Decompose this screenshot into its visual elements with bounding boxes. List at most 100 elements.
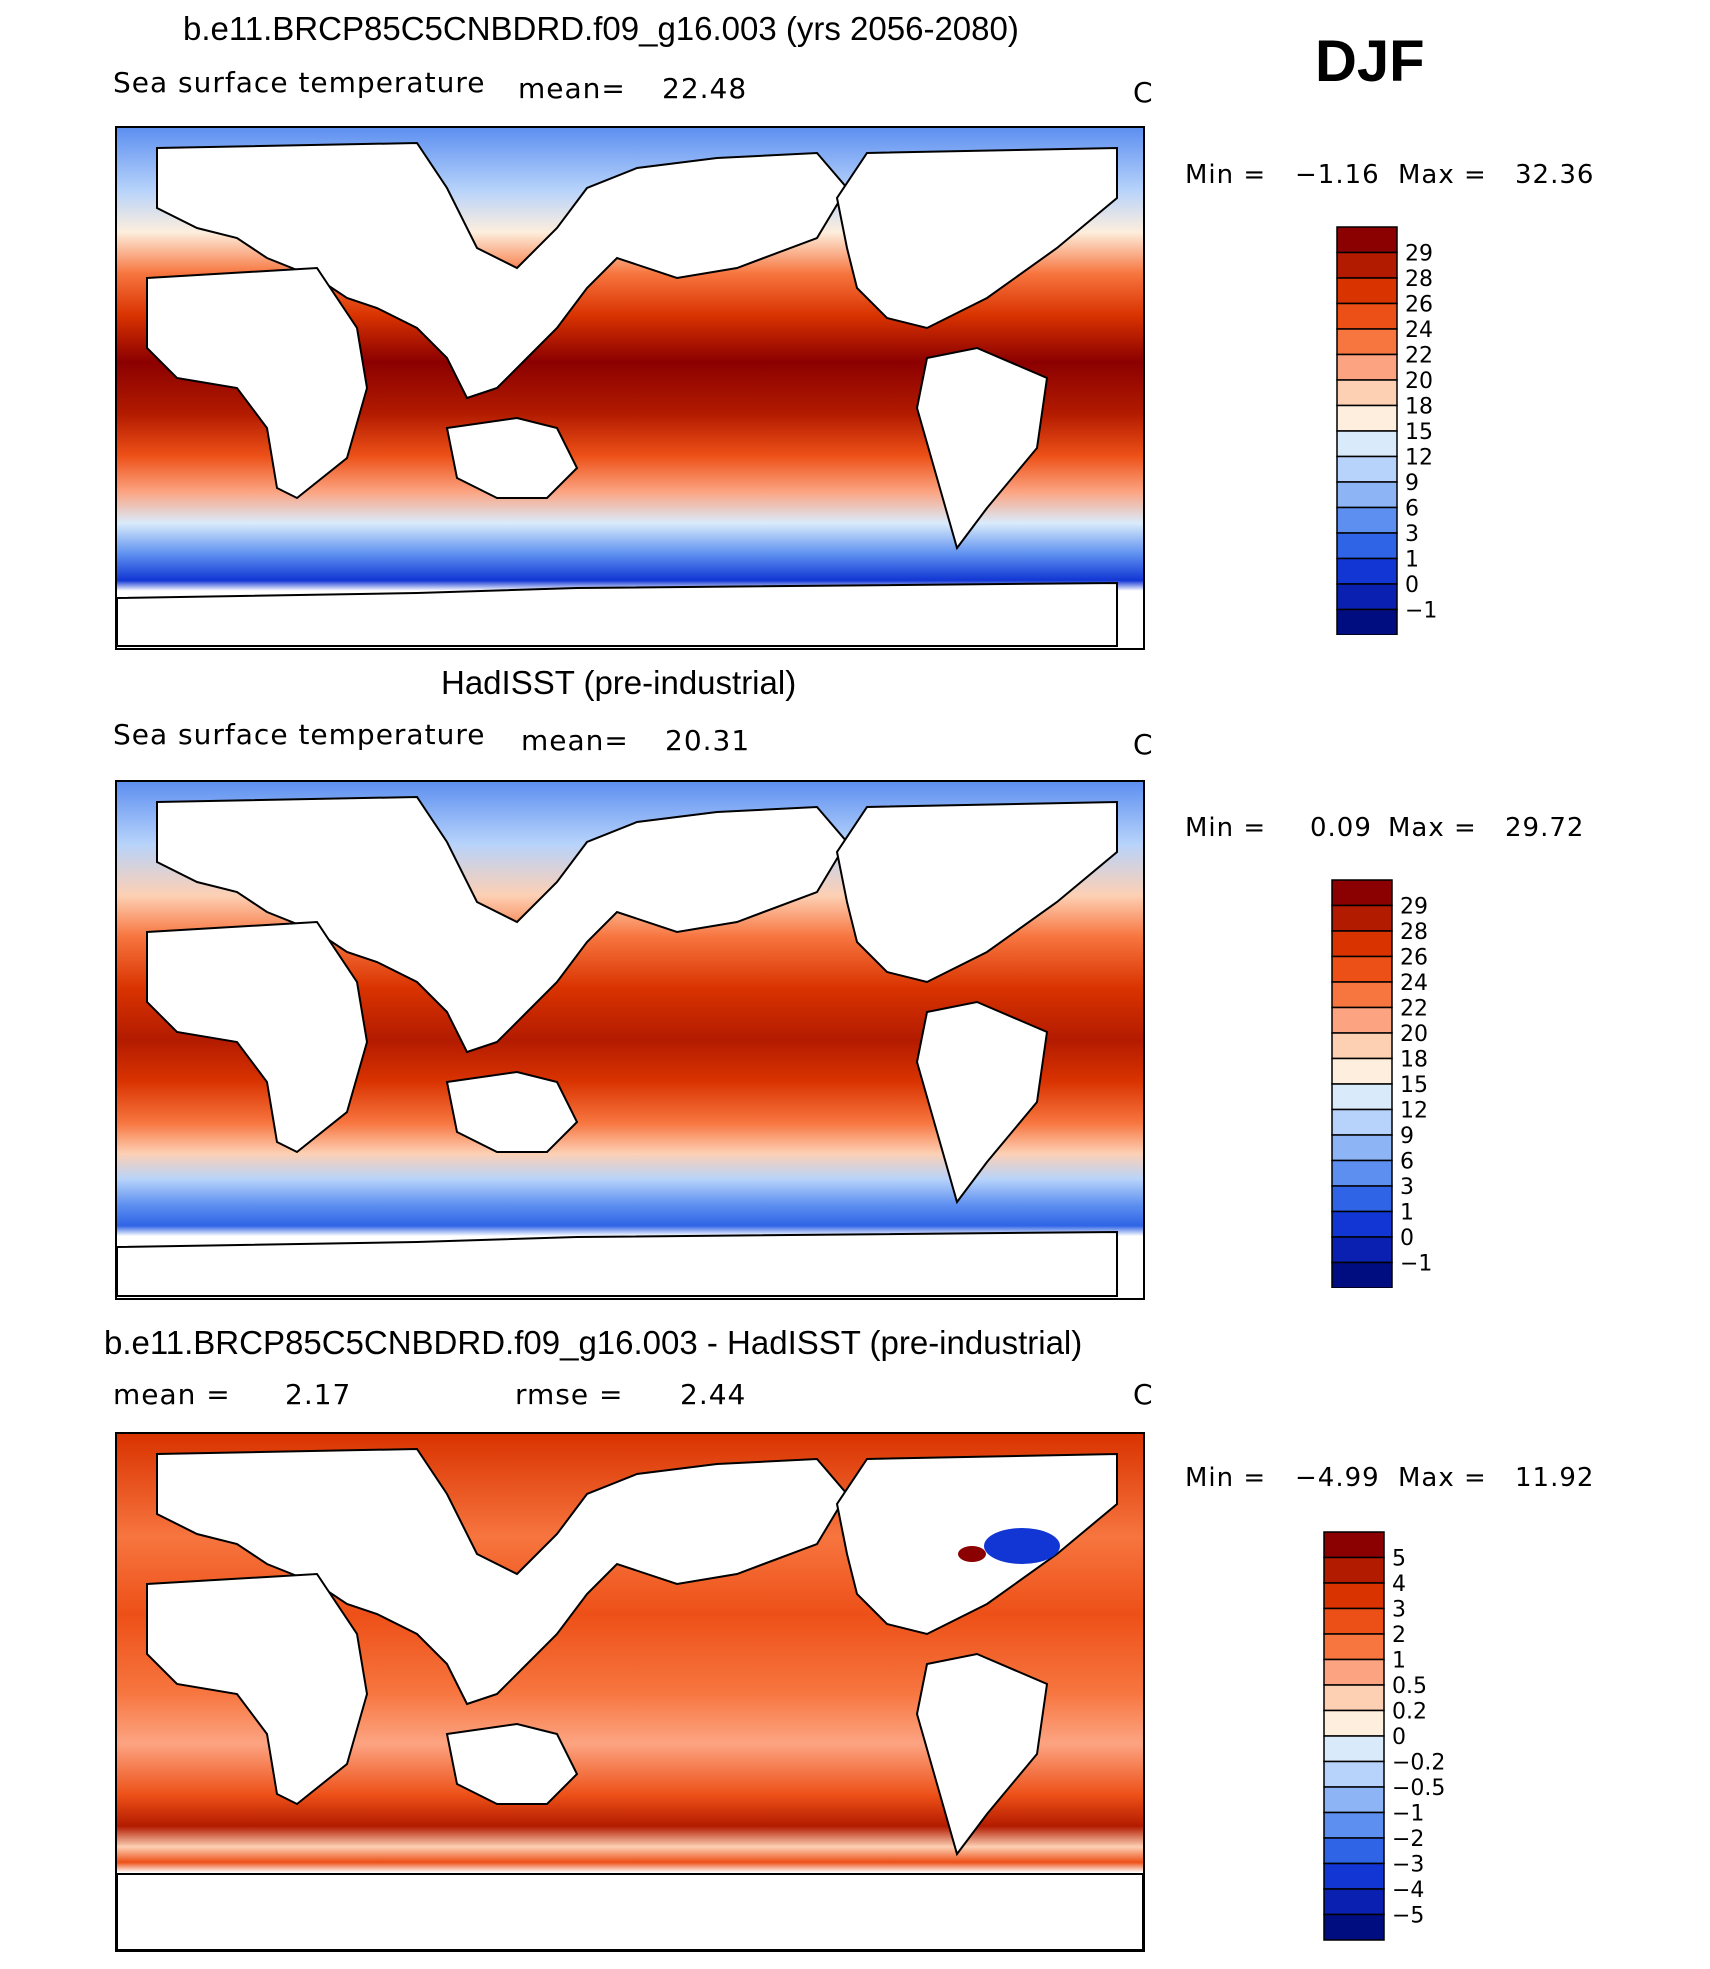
colorbar-swatch (1331, 1185, 1393, 1213)
colorbar-tick-label: 3 (1392, 1598, 1406, 1623)
colorbar-tick-label: 15 (1405, 420, 1433, 445)
panel1-min-value: −1.16 (1295, 160, 1380, 190)
colorbar-swatch (1331, 1057, 1393, 1085)
panel1-mean-label: mean= (518, 72, 626, 105)
colorbar-swatch (1336, 251, 1398, 279)
colorbar-swatch (1331, 955, 1393, 983)
colorbar-swatch (1331, 904, 1393, 932)
colorbar-tick-label: −1 (1405, 599, 1437, 624)
colorbar-tick-label: 24 (1400, 971, 1428, 996)
colorbar-tick-label: 1 (1392, 1649, 1406, 1674)
colorbar-tick-label: 6 (1400, 1150, 1414, 1175)
colorbar-swatch (1323, 1760, 1385, 1788)
colorbar-tick-label: 20 (1400, 1022, 1428, 1047)
panel3-rmse-value: 2.44 (680, 1378, 747, 1411)
colorbar-swatch (1323, 1658, 1385, 1686)
colorbar-swatch (1331, 1210, 1393, 1238)
panel1-max-value: 32.36 (1515, 160, 1595, 190)
panel2-continents (117, 795, 1118, 1297)
colorbar-tick-label: −5 (1392, 1904, 1424, 1929)
panel1-units: C (1133, 76, 1154, 109)
colorbar-tick-label: −0.5 (1392, 1776, 1445, 1801)
colorbar-tick-label: 28 (1400, 920, 1428, 945)
colorbar-swatch (1336, 430, 1398, 458)
panel3-units: C (1133, 1378, 1154, 1411)
colorbar-swatch (1323, 1735, 1385, 1763)
panel2-units: C (1133, 728, 1154, 761)
panel1-continents (117, 141, 1118, 647)
colorbar-swatch (1323, 1862, 1385, 1890)
colorbar-tick-label: 12 (1400, 1099, 1428, 1124)
colorbar-tick-label: 6 (1405, 497, 1419, 522)
colorbar-swatch (1323, 1582, 1385, 1610)
panel2-map-svg (117, 782, 1143, 1298)
colorbar-swatch (1323, 1811, 1385, 1839)
panel3-mean-label: mean = (113, 1378, 231, 1411)
colorbar-tick-label: −0.2 (1392, 1751, 1445, 1776)
panel3-map (115, 1432, 1145, 1952)
colorbar-swatch (1323, 1786, 1385, 1814)
panel2-max-value: 29.72 (1505, 813, 1585, 843)
panel1-map-svg (117, 128, 1143, 648)
panel3-title: b.e11.BRCP85C5CNBDRD.f09_g16.003 - HadIS… (104, 1324, 1083, 1361)
colorbar-swatch (1336, 404, 1398, 432)
colorbar-tick-label: 0.2 (1392, 1700, 1427, 1725)
panel2-min-label: Min = (1185, 813, 1267, 843)
colorbar-tick-label: −1 (1400, 1252, 1432, 1277)
colorbar-tick-label: 18 (1400, 1048, 1428, 1073)
colorbar-tick-label: −4 (1392, 1878, 1424, 1903)
colorbar-tick-label: 15 (1400, 1073, 1428, 1098)
colorbar-tick-label: −1 (1392, 1802, 1424, 1827)
colorbar-tick-label: 0 (1405, 573, 1419, 598)
colorbar-swatch (1323, 1633, 1385, 1661)
colorbar-tick-label: 5 (1392, 1547, 1406, 1572)
colorbar-tick-label: 12 (1405, 446, 1433, 471)
panel2-variable-label: Sea surface temperature (113, 718, 486, 751)
panel1-title: b.e11.BRCP85C5CNBDRD.f09_g16.003 (yrs 20… (183, 10, 1019, 47)
colorbar-swatch (1336, 532, 1398, 560)
colorbar-swatch (1336, 506, 1398, 534)
panel3-rmse-label: rmse = (515, 1378, 624, 1411)
colorbar-swatch (1331, 1134, 1393, 1162)
colorbar-tick-label: 26 (1400, 946, 1428, 971)
colorbar-swatch (1331, 1236, 1393, 1264)
colorbar-tick-label: 1 (1400, 1201, 1414, 1226)
colorbar-swatch (1323, 1556, 1385, 1584)
colorbar-tick-label: 0 (1400, 1226, 1414, 1251)
colorbar-tick-label: 2 (1392, 1623, 1406, 1648)
colorbar-swatch (1336, 302, 1398, 330)
colorbar-tick-label: 26 (1405, 293, 1433, 318)
colorbar-tick-label: 29 (1405, 242, 1433, 267)
colorbar-swatch (1323, 1684, 1385, 1712)
colorbar-tick-label: 3 (1400, 1175, 1414, 1200)
panel3-min-label: Min = (1185, 1463, 1267, 1493)
colorbar-swatch (1323, 1888, 1385, 1916)
panel3-max-label: Max = (1398, 1463, 1487, 1493)
colorbar-swatch (1331, 981, 1393, 1009)
colorbar-tick-label: 18 (1405, 395, 1433, 420)
colorbar-swatch (1336, 557, 1398, 585)
colorbar-tick-label: 24 (1405, 318, 1433, 343)
colorbar-swatch (1323, 1837, 1385, 1865)
panel2-max-label: Max = (1388, 813, 1477, 843)
panel1-variable-label: Sea surface temperature (113, 66, 486, 99)
panel3-max-value: 11.92 (1515, 1463, 1595, 1493)
colorbar-swatch (1336, 455, 1398, 483)
colorbar-swatch (1331, 1032, 1393, 1060)
colorbar-swatch (1331, 930, 1393, 958)
colorbar-tick-label: 28 (1405, 267, 1433, 292)
panel1-map (115, 126, 1145, 650)
panel3-min-value: −4.99 (1295, 1463, 1380, 1493)
colorbar-tick-label: 22 (1405, 344, 1433, 369)
colorbar-swatch (1323, 1607, 1385, 1635)
panel3-cold-anomaly (984, 1528, 1060, 1564)
colorbar-swatch (1336, 481, 1398, 509)
season-label: DJF (1315, 29, 1425, 94)
colorbar-swatch (1331, 1159, 1393, 1187)
colorbar-swatch (1331, 1006, 1393, 1034)
colorbar-swatch (1336, 608, 1398, 635)
colorbar-swatch (1336, 379, 1398, 407)
colorbar-tick-label: 1 (1405, 548, 1419, 573)
